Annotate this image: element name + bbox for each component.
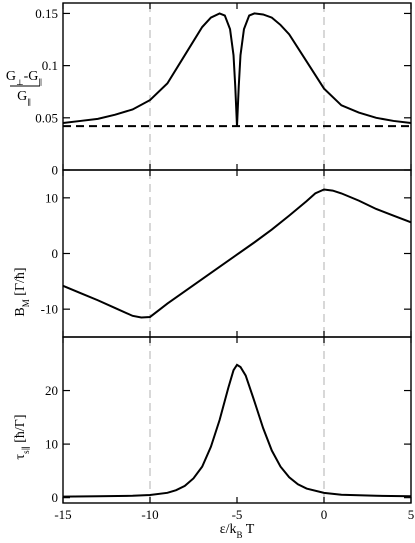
y-tick-label: 0.05 [35,110,58,125]
panel-conductance-ratio: 0 0.05 0.1 0.15 [35,2,412,178]
series-line [62,363,412,498]
y-tick-label: 0.15 [35,6,58,21]
xlabel-energy: ε/kB T [220,522,255,540]
ylabel-conductance-ratio: G⊥-G∥ G∥ [6,69,42,107]
series-line [62,12,412,127]
panel-frame [62,336,412,504]
ylabel-denominator: G∥ [17,89,31,107]
y-tick-label: 0.1 [42,58,58,73]
series-line [62,188,412,319]
ylabel-spin-lifetime: τs∥ [ħ/Γ] [13,414,31,459]
y-tick-label: 0 [52,163,59,178]
x-tick-label: -10 [141,507,158,522]
x-tick-label: -15 [54,507,71,522]
y-tick-label: 10 [45,437,58,452]
x-tick-label: 5 [408,507,415,522]
panel-frame [62,2,412,171]
ylabel-numerator: G⊥-G∥ [6,69,42,87]
panel-magnetic-field: -10 0 10 [41,169,412,338]
y-tick-label: 10 [45,190,58,205]
x-tick-label: -5 [232,507,243,522]
y-tick-label: -10 [41,302,58,317]
panel-spin-lifetime: 0 10 20 -15 -10 -5 0 5 [45,336,415,522]
y-tick-label: 0 [52,246,59,261]
y-tick-label: 0 [52,490,59,505]
y-tick-label: 20 [45,383,58,398]
x-tick-label: 0 [321,507,328,522]
ylabel-magnetic-field: BM [Γ/ħ] [13,267,31,316]
